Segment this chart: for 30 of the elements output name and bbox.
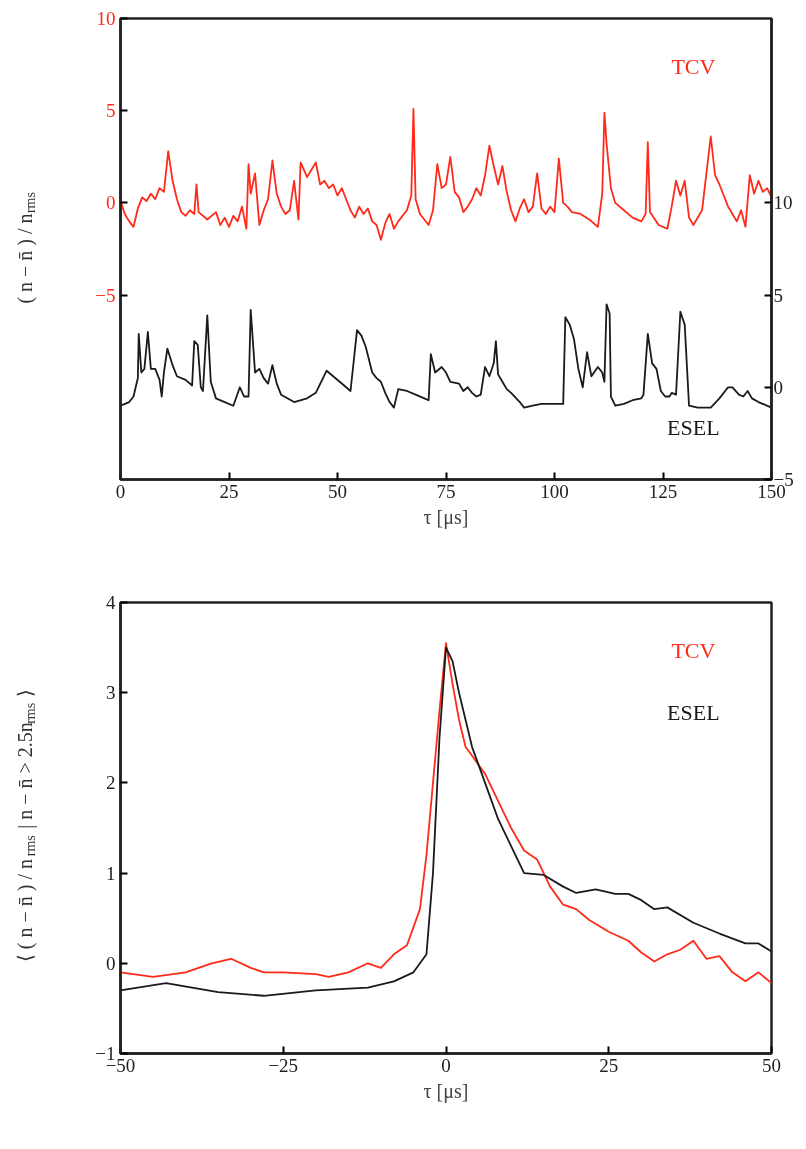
y-tick-label: 4 — [106, 592, 116, 613]
x-tick-label: 125 — [648, 480, 678, 502]
x-tick-label: 50 — [328, 480, 347, 502]
series-label: ESEL — [667, 414, 720, 440]
text: TCV — [671, 53, 716, 79]
x-axis-title: τ [μs] — [423, 1079, 469, 1103]
y-tick-label: 0 — [106, 952, 116, 974]
x-axis-title: τ [μs] — [423, 505, 469, 529]
y-tick-label: 2 — [106, 772, 116, 794]
y2-tick-label: 10 — [773, 192, 793, 214]
text: ESEL — [667, 699, 720, 725]
x-tick-label: −25 — [268, 1054, 299, 1076]
y-axis-title: ( n − n̄ ) / nrms — [13, 192, 38, 304]
x-tick-label: 25 — [219, 480, 239, 502]
y-tick-label: −1 — [95, 1043, 116, 1064]
x-tick-label: 100 — [540, 480, 569, 502]
text: TCV — [671, 637, 716, 663]
x-tick-label: 0 — [441, 1054, 451, 1076]
line-series — [120, 107, 772, 241]
y-tick-label: 3 — [106, 682, 116, 704]
y-tick-label: 10 — [96, 8, 116, 29]
y-tick-label: 5 — [106, 100, 116, 122]
y-tick-label: −5 — [95, 284, 116, 306]
y2-tick-label: 0 — [773, 376, 783, 398]
x-tick-label: 50 — [762, 1054, 781, 1076]
x-tick-label: 75 — [436, 480, 456, 502]
x-tick-label: 25 — [599, 1054, 619, 1076]
y-tick-label: 1 — [106, 862, 116, 884]
y2-tick-label: 5 — [773, 284, 783, 306]
y-tick-label: 0 — [106, 192, 116, 214]
